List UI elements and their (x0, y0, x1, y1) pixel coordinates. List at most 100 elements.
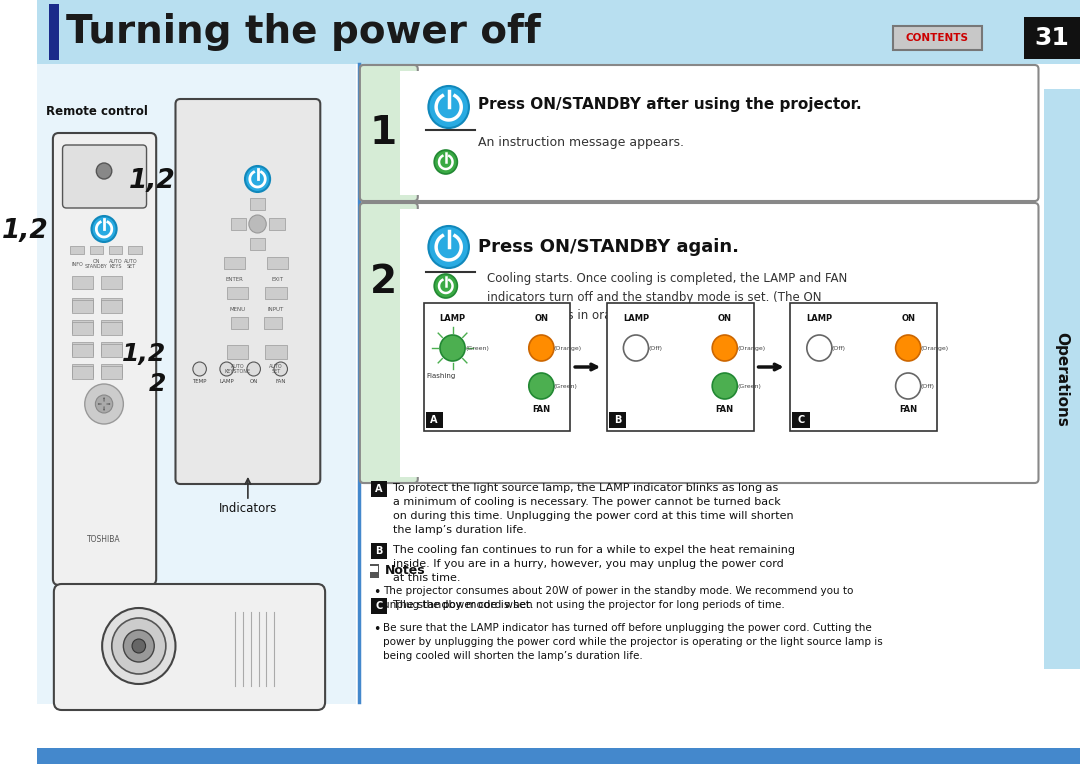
Circle shape (92, 216, 117, 242)
Bar (72, 344, 94, 357)
Bar (793, 412, 810, 428)
Text: Control panel: Control panel (186, 98, 275, 111)
Text: LAMP: LAMP (440, 313, 465, 322)
Bar (401, 209, 420, 477)
Circle shape (84, 384, 123, 424)
Bar (72, 300, 94, 313)
Bar (72, 322, 94, 335)
Bar (38, 64, 356, 704)
Circle shape (529, 373, 554, 399)
Text: 1: 1 (369, 114, 396, 152)
Bar (38, 748, 1080, 764)
Circle shape (807, 335, 832, 361)
Bar (607, 303, 754, 431)
FancyBboxPatch shape (53, 133, 157, 585)
Circle shape (712, 373, 738, 399)
Text: LAMP: LAMP (623, 313, 649, 322)
Text: CONTENTS: CONTENTS (906, 33, 969, 43)
Bar (1044, 89, 1080, 669)
Text: Remote control: Remote control (46, 105, 148, 118)
Text: 2: 2 (369, 263, 396, 301)
Bar (224, 257, 245, 269)
Bar (249, 238, 266, 250)
Bar (102, 276, 122, 289)
Text: ENTER: ENTER (226, 277, 243, 281)
Bar (102, 320, 122, 333)
Circle shape (245, 166, 270, 192)
Bar (372, 543, 387, 559)
Text: FAN: FAN (532, 404, 551, 413)
Text: AUTO
KEYSTONE: AUTO KEYSTONE (225, 364, 251, 374)
Text: Flashing: Flashing (427, 373, 456, 379)
Text: TOSHIBA: TOSHIBA (87, 535, 121, 543)
Text: ON
STANDBY: ON STANDBY (85, 258, 108, 270)
Bar (266, 287, 286, 299)
Bar (72, 342, 94, 355)
Bar (102, 298, 122, 311)
Bar (265, 317, 282, 329)
Bar (423, 303, 570, 431)
Bar (72, 320, 94, 333)
Bar (372, 481, 387, 497)
Text: Cooling starts. Once cooling is completed, the LAMP and FAN
indicators turn off : Cooling starts. Once cooling is complete… (487, 272, 848, 322)
FancyBboxPatch shape (175, 99, 321, 484)
Bar (370, 566, 378, 572)
Text: MENU: MENU (229, 306, 245, 312)
FancyBboxPatch shape (360, 65, 1039, 201)
Bar (227, 287, 248, 299)
Text: C: C (797, 415, 805, 425)
Text: The projector consumes about 20W of power in the standby mode. We recommend you : The projector consumes about 20W of powe… (383, 586, 853, 610)
Text: LAMP: LAMP (807, 313, 833, 322)
Text: Operations: Operations (1054, 332, 1069, 426)
Circle shape (220, 362, 233, 376)
Bar (791, 303, 937, 431)
Bar (401, 71, 420, 195)
Text: INFO: INFO (71, 261, 83, 267)
Text: FAN: FAN (716, 404, 733, 413)
Text: AUTO
SET: AUTO SET (124, 258, 138, 270)
Text: INPUT: INPUT (268, 306, 284, 312)
Text: (Green): (Green) (738, 384, 761, 389)
Circle shape (440, 335, 465, 361)
Text: •: • (374, 586, 381, 599)
Text: 1,2: 1,2 (2, 218, 49, 244)
Text: LAMP: LAMP (219, 378, 234, 384)
Text: (Off): (Off) (832, 345, 846, 351)
Bar (893, 26, 982, 50)
Bar (102, 344, 122, 357)
Text: (Orange): (Orange) (921, 345, 949, 351)
Circle shape (434, 150, 457, 174)
Text: Be sure that the LAMP indicator has turned off before unplugging the power cord.: Be sure that the LAMP indicator has turn… (383, 623, 882, 661)
Text: (Orange): (Orange) (554, 345, 582, 351)
Bar (249, 198, 266, 210)
Text: •: • (374, 623, 381, 636)
Circle shape (111, 618, 166, 674)
Bar (72, 366, 94, 379)
Text: The standby mode is set.: The standby mode is set. (393, 600, 534, 610)
Text: AUTO
KEYS: AUTO KEYS (109, 258, 122, 270)
Circle shape (429, 226, 469, 268)
Text: Notes: Notes (384, 565, 426, 578)
Text: (Off): (Off) (648, 345, 662, 351)
Bar (109, 246, 122, 254)
Bar (102, 342, 122, 355)
Circle shape (248, 215, 267, 233)
Text: Indicators: Indicators (219, 503, 278, 516)
Text: Press ON/STANDBY again.: Press ON/STANDBY again. (477, 238, 739, 256)
Text: (Main unit side): (Main unit side) (190, 112, 271, 122)
Text: 2: 2 (148, 372, 166, 396)
Circle shape (529, 335, 554, 361)
Circle shape (429, 86, 469, 128)
Text: TEMP: TEMP (192, 378, 207, 384)
Bar (426, 412, 443, 428)
Bar (609, 412, 626, 428)
Text: FAN: FAN (900, 404, 917, 413)
Text: A: A (376, 484, 383, 494)
Text: To protect the light source lamp, the LAMP indicator blinks as long as
a minimum: To protect the light source lamp, the LA… (393, 483, 794, 535)
FancyBboxPatch shape (360, 65, 418, 201)
Text: 1,2: 1,2 (129, 168, 175, 194)
Bar (70, 246, 84, 254)
Bar (267, 257, 288, 269)
Bar (72, 364, 94, 377)
Text: B: B (376, 546, 383, 556)
